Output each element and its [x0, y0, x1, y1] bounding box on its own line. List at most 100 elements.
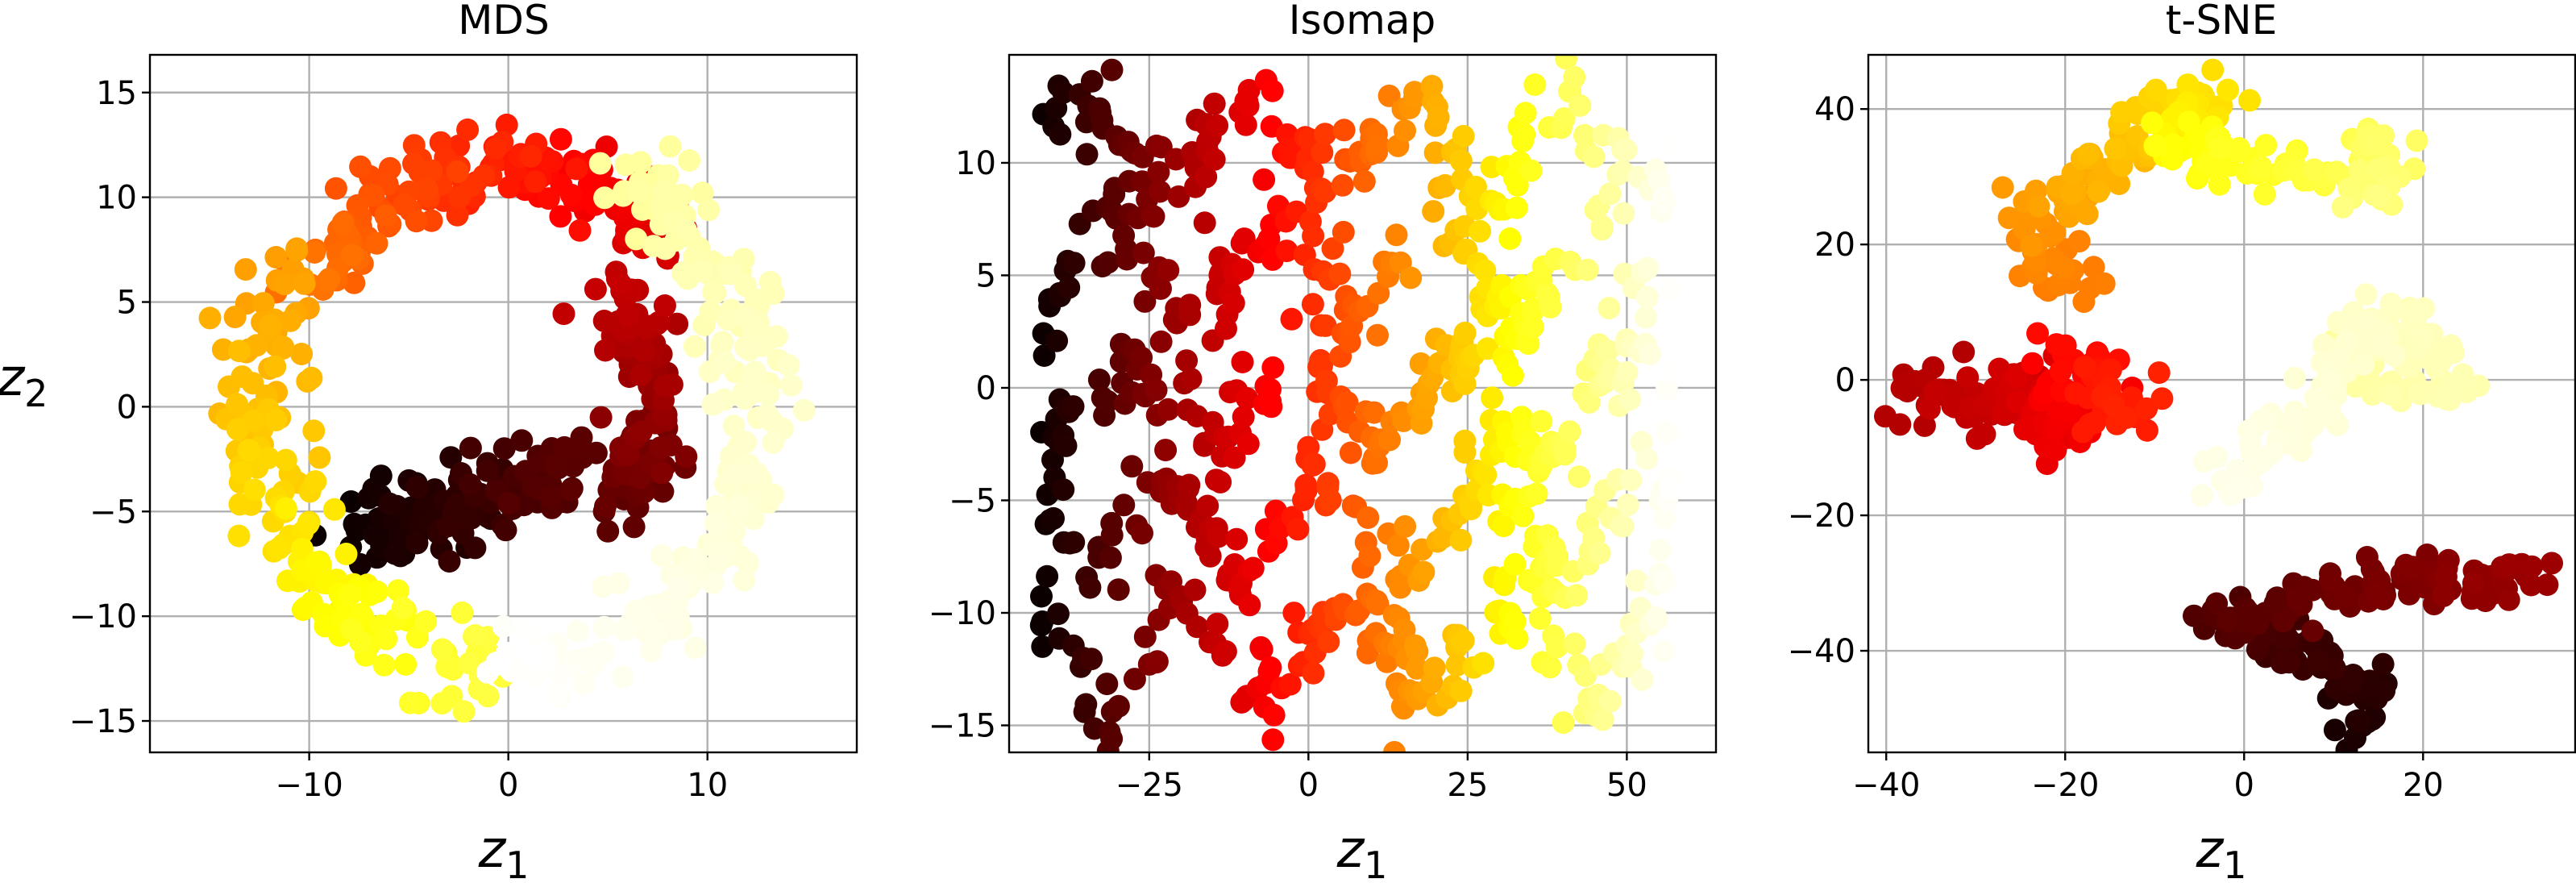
- isomap-point: [1206, 613, 1228, 635]
- isomap-point: [1101, 524, 1124, 547]
- tsne-point: [2356, 546, 2379, 569]
- isomap-point: [1194, 211, 1216, 234]
- tsne-x-tick-label: −20: [2031, 767, 2099, 804]
- isomap-point: [1564, 632, 1586, 655]
- mds-y-axis-label: z2: [0, 348, 48, 415]
- mds-point: [589, 152, 612, 175]
- isomap-point: [1209, 471, 1232, 494]
- isomap-point: [1598, 297, 1620, 319]
- mds-point: [238, 439, 260, 461]
- mds-point: [704, 512, 727, 535]
- tsne-point: [2250, 156, 2272, 178]
- isomap-point: [1095, 673, 1118, 695]
- tsne-point: [2052, 257, 2075, 280]
- isomap-point: [1563, 66, 1585, 89]
- mds-point: [293, 273, 316, 295]
- tsne-point: [2021, 352, 2044, 375]
- isomap-point: [1261, 356, 1284, 379]
- mds-point: [733, 381, 755, 403]
- mds-point: [379, 493, 401, 515]
- isomap-point: [1612, 202, 1635, 225]
- isomap-point: [1660, 477, 1682, 500]
- mds-point: [459, 437, 482, 460]
- mds-point: [675, 219, 697, 242]
- tsne-point: [2110, 101, 2133, 123]
- isomap-point: [1120, 455, 1143, 477]
- isomap-point: [1078, 577, 1101, 599]
- mds-point: [650, 544, 673, 567]
- isomap-point: [1203, 93, 1226, 115]
- mds-point: [650, 436, 672, 459]
- isomap-x-tick-label: 50: [1606, 767, 1647, 804]
- tsne-point: [2356, 311, 2379, 334]
- isomap-point: [1157, 398, 1179, 421]
- mds-point: [332, 212, 355, 235]
- isomap-point: [1646, 608, 1668, 631]
- tsne-point: [2271, 652, 2293, 674]
- tsne-point: [2406, 303, 2429, 326]
- mds-point: [453, 700, 476, 723]
- isomap-point: [1520, 160, 1543, 182]
- mds-point: [228, 339, 251, 362]
- mds-point: [300, 367, 322, 389]
- isomap-point: [1196, 495, 1219, 518]
- mds-point: [762, 431, 784, 454]
- tsne-point: [2372, 653, 2395, 676]
- mds-point: [567, 620, 589, 643]
- mds-point: [697, 198, 720, 221]
- mds-point: [650, 461, 673, 484]
- tsne-point: [2209, 137, 2232, 160]
- mds-point: [349, 631, 372, 653]
- mds-y-tick-label: −5: [89, 494, 137, 531]
- tsne-point: [2104, 137, 2126, 160]
- isomap-y-tick-label: −5: [949, 482, 996, 519]
- tsne-point: [2441, 383, 2463, 406]
- tsne-point: [2283, 367, 2306, 389]
- mds-point: [627, 181, 650, 203]
- tsne-point: [2541, 552, 2563, 574]
- isomap-point: [1081, 70, 1103, 93]
- isomap-point: [1615, 361, 1638, 384]
- isomap-point: [1653, 508, 1676, 531]
- isomap-point: [1591, 215, 1614, 238]
- isomap-point: [1399, 267, 1422, 289]
- tsne-x-axis-label: z1: [2196, 820, 2247, 883]
- mds-point: [447, 160, 469, 183]
- tsne-point: [2319, 569, 2341, 591]
- mds-point: [733, 569, 755, 592]
- tsne-point: [2223, 482, 2246, 505]
- isomap-point: [1498, 227, 1521, 250]
- isomap-point: [1649, 539, 1672, 561]
- mds-point: [366, 232, 388, 255]
- isomap-point: [1358, 544, 1381, 567]
- mds-point: [514, 618, 537, 640]
- tsne-point: [2361, 134, 2383, 156]
- mds-point: [594, 339, 617, 362]
- isomap-point: [1635, 448, 1658, 470]
- isomap-point: [1238, 594, 1261, 616]
- isomap-point: [1143, 206, 1165, 228]
- mds-point: [392, 597, 414, 619]
- isomap-point: [1539, 296, 1562, 319]
- tsne-point: [2191, 484, 2213, 506]
- isomap-point: [1631, 668, 1654, 691]
- mds-point: [517, 644, 540, 667]
- isomap-point: [1353, 170, 1376, 193]
- isomap-point: [1599, 182, 1622, 205]
- isomap-point: [1281, 308, 1303, 331]
- mds-point: [593, 616, 616, 639]
- tsne-point: [2433, 585, 2455, 607]
- mds-point: [242, 372, 264, 394]
- mds-point: [405, 476, 428, 498]
- mds-point: [727, 495, 750, 518]
- mds-point: [405, 531, 428, 554]
- isomap-point: [1097, 252, 1120, 274]
- mds-point: [456, 119, 479, 141]
- mds-point: [593, 186, 616, 209]
- isomap-point: [1615, 139, 1638, 161]
- isomap-point: [1658, 277, 1681, 300]
- tsne-point: [2145, 135, 2167, 157]
- tsne-point: [2307, 649, 2329, 672]
- isomap-panel: Isomap z1 −25 0 25 50−15−10−50510: [929, 0, 1716, 883]
- isomap-point: [1253, 169, 1275, 191]
